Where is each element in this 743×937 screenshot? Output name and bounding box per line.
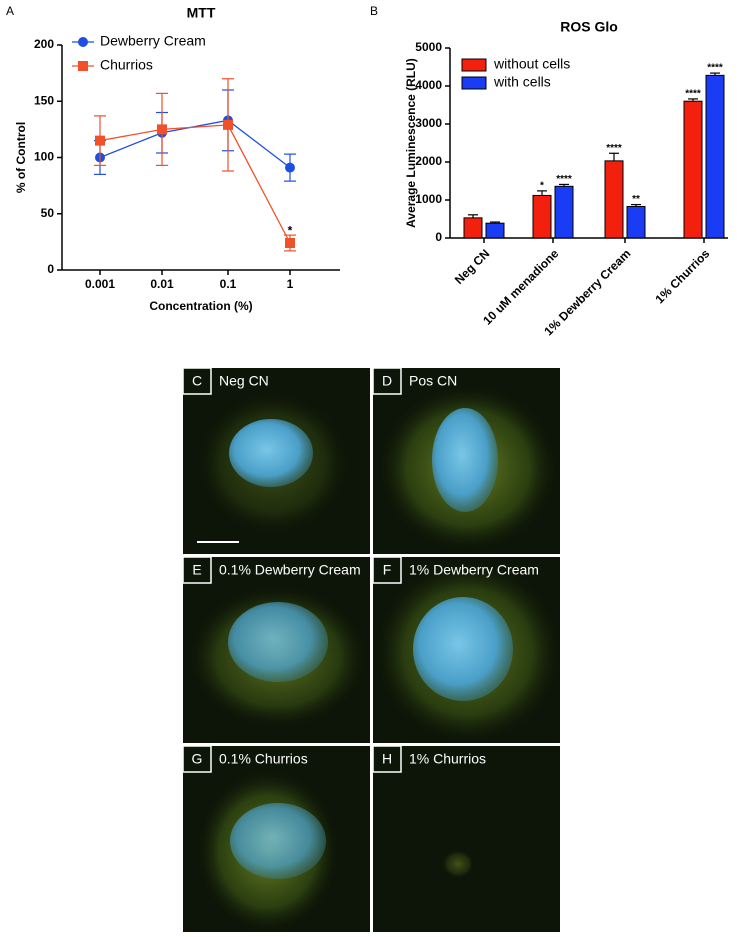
x-tick-label: 0.1 [220,277,237,291]
letter-box [182,367,212,395]
letter-box [372,367,402,395]
x-tick-label: 10 uM menadione [480,246,561,327]
panel-letter: H [382,751,392,767]
y-tick-label: 50 [41,206,55,220]
x-tick-label: 0.001 [85,277,115,291]
y-tick-label: 200 [34,37,54,51]
marker [285,238,295,248]
y-tick-label: 2000 [415,154,442,168]
letter-box [182,745,212,773]
panel-letter: F [383,562,392,578]
nucleus [413,597,513,701]
significance: **** [556,174,572,185]
bar [705,74,725,239]
x-tick-label: 0.01 [150,277,174,291]
panel-caption: 1% Churrios [409,751,486,767]
panel-caption: 0.1% Churrios [219,751,308,767]
legend-label: without cells [493,56,570,72]
chart-title: MTT [187,5,216,21]
panel-letter: E [192,562,201,578]
marker [95,135,105,146]
y-tick-label: 150 [34,93,54,107]
panel-caption: Pos CN [409,373,457,389]
chart-title: ROS Glo [560,19,618,35]
y-tick-label: 0 [47,262,54,276]
y-tick-label: 1000 [415,192,442,206]
micrograph: D Pos CN [372,367,560,554]
marker [285,162,295,173]
legend-label: Churrios [100,57,153,73]
panel-letter: G [192,751,203,767]
x-axis-label: Concentration (%) [149,299,252,313]
cell [442,850,474,878]
legend-swatch [461,58,487,72]
panel-letter: D [382,373,392,389]
significance: * [288,223,293,237]
significance: **** [707,63,723,74]
bar [532,194,552,239]
legend-marker [78,61,88,71]
nucleus [229,419,313,487]
micrograph: F 1% Dewberry Cream [372,556,560,743]
panel-letter: C [192,373,202,389]
bar [604,160,624,239]
letter-box [372,556,402,584]
image-background [373,746,560,932]
y-tick-label: 3000 [415,116,442,130]
legend-swatch [461,76,487,90]
x-tick-label: Neg CN [452,246,493,287]
series-line [99,124,291,244]
legend-label: with cells [493,74,551,90]
panel-caption: 1% Dewberry Cream [409,562,539,578]
panel-label: A [6,4,14,18]
bar [485,222,505,239]
significance: **** [685,89,701,100]
significance: **** [606,143,622,154]
nucleus [228,602,328,682]
bar [626,205,646,239]
y-tick-label: 100 [34,150,54,164]
x-tick-label: 1% Churrios [652,246,712,306]
significance: ** [632,194,640,205]
panel-caption: 0.1% Dewberry Cream [219,562,361,578]
letter-box [372,745,402,773]
significance: * [540,181,544,192]
legend-marker [78,37,88,47]
y-axis-label: Average Luminescence (RLU) [404,58,418,228]
panel-label: B [370,4,378,18]
y-tick-label: 5000 [415,40,442,54]
bar [683,100,703,239]
nucleus [432,408,498,512]
y-axis-label: % of Control [14,122,28,193]
micrograph: H 1% Churrios [372,745,560,932]
bar [554,185,574,239]
bar [463,217,483,239]
y-tick-label: 0 [435,230,442,244]
micrograph: G 0.1% Churrios [182,745,370,932]
nucleus [230,803,326,879]
marker [223,119,233,130]
y-tick-label: 4000 [415,78,442,92]
letter-box [182,556,212,584]
micrograph: E 0.1% Dewberry Cream [182,556,370,743]
marker [157,124,167,135]
legend-label: Dewberry Cream [100,33,206,49]
x-tick-label: 1 [287,277,294,291]
micrograph: C Neg CN [182,367,370,554]
panel-caption: Neg CN [219,373,269,389]
